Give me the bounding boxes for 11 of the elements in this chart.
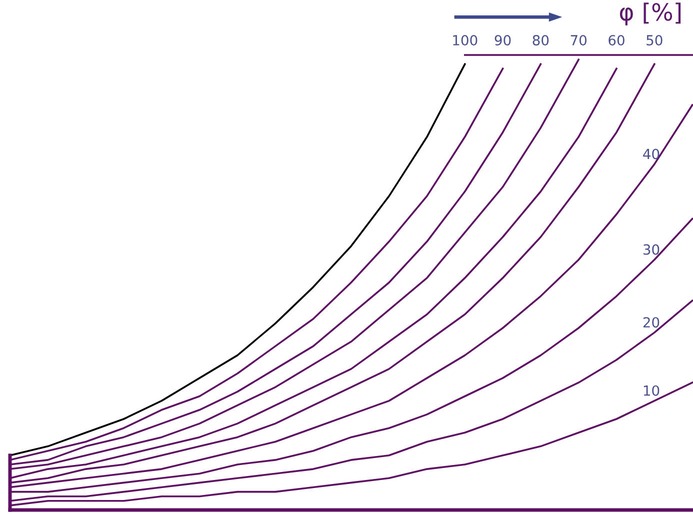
- series-label: 10: [644, 385, 660, 396]
- chart-title: φ [%]: [620, 2, 681, 26]
- series-label: 50: [646, 34, 662, 46]
- series-label: 40: [643, 148, 660, 160]
- series-label: 100: [453, 34, 478, 46]
- series-label: 80: [532, 34, 549, 46]
- series-label: 60: [608, 34, 624, 46]
- series-label: 70: [570, 34, 587, 46]
- series-label: 30: [643, 244, 660, 255]
- series-label: 90: [494, 34, 511, 46]
- series-label: 20: [643, 317, 660, 328]
